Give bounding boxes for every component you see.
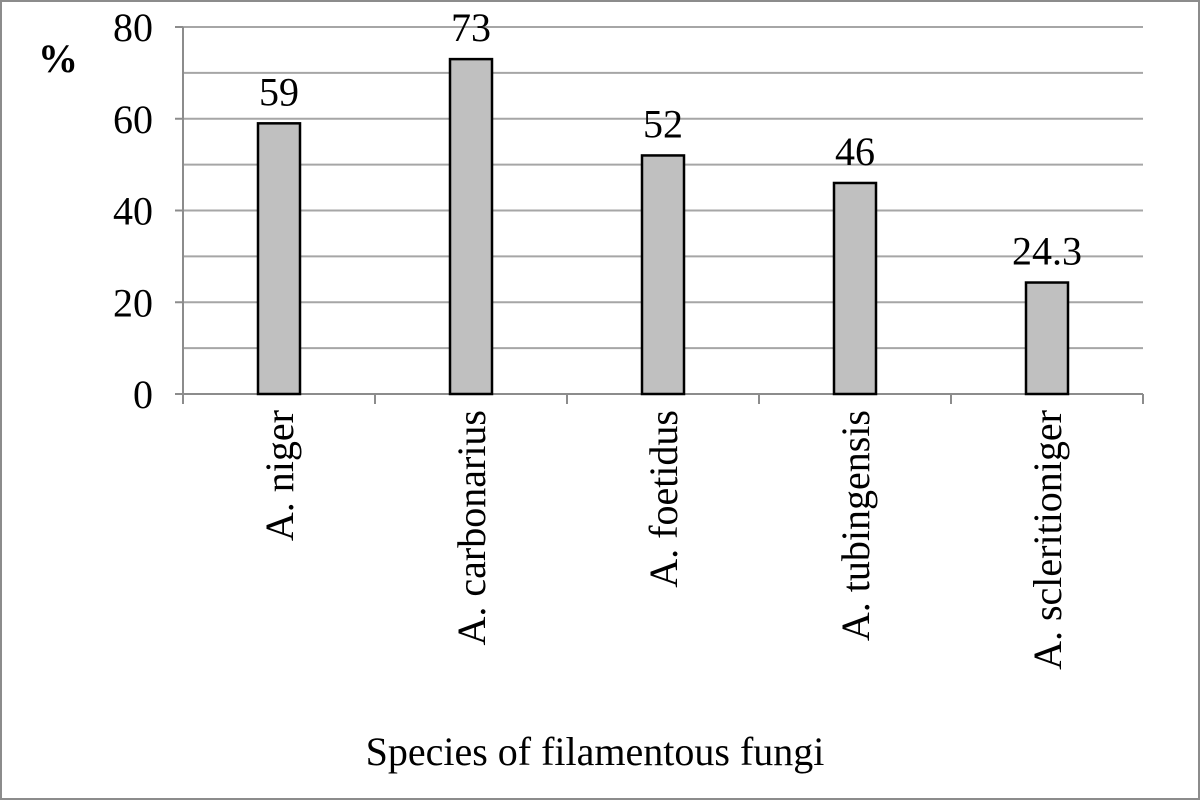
x-axis-label: Species of filamentous fungi [366,729,825,774]
data-label: 24.3 [1012,229,1082,274]
x-tick-label: A. tubingensis [833,410,878,641]
y-tick-label: 40 [113,189,153,234]
y-tick-label: 20 [113,280,153,325]
y-tick-label: 60 [113,97,153,142]
bar [448,57,494,396]
bar [640,154,686,396]
y-tick-label: 0 [133,372,153,417]
y-tick-label: 80 [113,5,153,50]
data-label: 59 [259,69,299,114]
x-tick-label: A. carbonarius [449,410,494,645]
bar [832,181,878,396]
y-axis-label: % [38,36,78,81]
x-tick-label: A. niger [257,410,302,541]
data-label: 73 [451,5,491,50]
bar [256,122,302,396]
data-label: 46 [835,129,875,174]
x-tick-label: A. scleritioniger [1025,410,1070,670]
data-label: 52 [643,101,683,146]
bar [1024,281,1070,396]
x-tick-label: A. foetidus [641,410,686,588]
